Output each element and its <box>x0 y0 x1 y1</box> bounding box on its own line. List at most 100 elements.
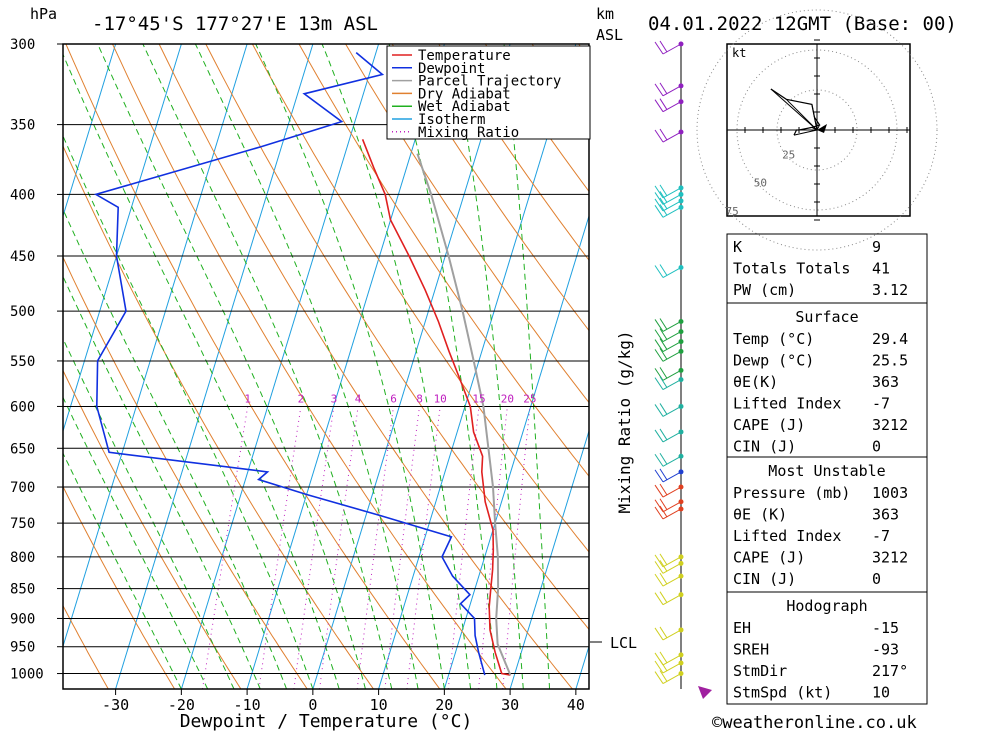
wind-barb-flag <box>659 498 668 511</box>
wind-barb-flag <box>654 205 664 218</box>
wind-barb-shaft <box>662 267 682 278</box>
dry-adiabat-line <box>158 44 573 689</box>
index-value: 1003 <box>872 484 908 502</box>
pressure-tick-label: 850 <box>10 582 35 598</box>
index-label: Pressure (mb) <box>733 484 850 502</box>
pressure-tick-label: 400 <box>10 187 35 203</box>
wind-barb-flag <box>654 198 664 212</box>
wind-barb-shaft <box>662 406 682 417</box>
wind-barb <box>654 670 682 684</box>
index-label: CIN (J) <box>733 438 796 456</box>
wind-barb-flag <box>654 339 664 352</box>
wind-barb-flag <box>659 197 668 210</box>
index-label: θE (K) <box>733 506 787 524</box>
pressure-tick-label: 650 <box>10 441 35 457</box>
wind-barb-flag <box>659 98 668 110</box>
wind-barb <box>654 204 682 218</box>
pressure-tick-label: 1000 <box>10 667 44 683</box>
wind-barb-flag <box>659 204 668 216</box>
location-title: -17°45'S 177°27'E 13m ASL <box>92 13 378 35</box>
mixing-ratio-label: 2 <box>298 392 305 405</box>
index-label: EH <box>733 619 751 637</box>
wind-barb <box>654 572 682 587</box>
wind-barb <box>654 498 682 513</box>
hpa-label: hPa <box>30 5 57 23</box>
mixing-ratio-label: 1 <box>244 392 251 405</box>
dry-adiabat-line <box>63 604 109 689</box>
temperature-tick-label: 30 <box>501 696 519 714</box>
hodograph: kt 25 50 75 <box>696 9 938 251</box>
wind-barb <box>654 453 682 467</box>
wind-barb-flag <box>659 553 668 566</box>
wet-adiabat-line <box>97 44 366 689</box>
indices-table: K 9 Totals Totals 41 PW (cm) 3.12 Surface Temp … <box>726 233 928 705</box>
wind-barb-flag <box>654 429 664 443</box>
wind-barb-flag <box>654 561 664 574</box>
wet-adiabat-line <box>63 275 261 689</box>
mixing-ratio-label: 4 <box>355 392 362 405</box>
hodograph-ring-label: 75 <box>725 205 738 218</box>
index-label: SREH <box>733 641 769 659</box>
dry-adiabat-line <box>298 44 589 478</box>
index-label: K <box>733 238 742 256</box>
wind-barb <box>654 348 682 362</box>
pressure-tick-label: 700 <box>10 480 35 496</box>
wind-barb-flag <box>659 659 668 672</box>
wind-barb-flag <box>654 83 664 97</box>
index-value: 3212 <box>872 416 908 434</box>
temperature-tick-label: -20 <box>168 696 195 714</box>
section-title: Surface <box>795 308 858 326</box>
wind-barb-flag <box>659 468 668 481</box>
pressure-axis: 300 350 400 450 500 550 600 650 700 750 800 850 900 9… <box>10 37 63 683</box>
index-value: -93 <box>872 641 899 659</box>
temperature-tick-label: 0 <box>308 696 317 714</box>
wind-barb-flag <box>654 319 664 332</box>
wind-barb-flag <box>659 376 668 388</box>
skewt-diagram: 1 2 3 4 6 8 10 15 20 25 3003504004505005506006507… <box>10 37 634 732</box>
pressure-tick-label: 800 <box>10 550 35 566</box>
isotherm-line <box>115 44 314 689</box>
wind-barb-flag <box>654 99 664 112</box>
wind-barb-shaft <box>662 556 682 568</box>
wind-barb-flag <box>654 185 664 199</box>
wind-barb-shaft <box>662 379 682 391</box>
wind-barb <box>654 651 682 666</box>
mixing-ratio-label: 15 <box>472 392 485 405</box>
wind-barb-shaft <box>662 193 682 205</box>
profiles <box>93 51 512 676</box>
index-value: 25.5 <box>872 352 908 370</box>
wind-barb <box>654 553 682 568</box>
wind-barb <box>654 318 682 332</box>
wind-barb-flag <box>659 428 668 441</box>
hodograph-trace <box>770 88 821 136</box>
wind-barb-shaft <box>662 501 682 513</box>
wet-adiabat-line <box>255 44 445 689</box>
wind-barb-flag <box>659 483 668 496</box>
dry-adiabat-line <box>63 256 308 689</box>
legend-label: Dewpoint <box>418 61 485 77</box>
section-title: Hodograph <box>786 597 867 615</box>
dry-adiabat-line <box>112 44 507 689</box>
wind-barb-flag <box>654 499 664 513</box>
index-label: StmDir <box>733 662 787 680</box>
mixing-ratio-label: 6 <box>390 392 397 405</box>
wet-adiabat-line <box>503 44 550 689</box>
index-value: 29.4 <box>872 330 908 348</box>
index-label: θE(K) <box>733 373 778 391</box>
index-value: 41 <box>872 260 890 278</box>
wind-barb-shaft <box>662 187 682 199</box>
copyright[interactable]: ©weatheronline.co.uk <box>712 713 917 733</box>
section-title: Most Unstable <box>768 462 885 480</box>
wet-adiabat-line <box>63 452 182 689</box>
wind-barb-flag <box>654 453 664 467</box>
wind-barb-flag <box>654 404 664 417</box>
x-axis-title: Dewpoint / Temperature (°C) <box>180 711 473 732</box>
wind-barb-shaft <box>662 200 682 212</box>
pressure-tick-label: 450 <box>10 249 35 265</box>
wind-barb-flag <box>659 505 668 518</box>
wind-barb-shaft <box>662 131 682 143</box>
pressure-tick-label: 300 <box>10 37 35 53</box>
mixing-ratio-line <box>406 406 441 689</box>
pressure-tick-label: 500 <box>10 304 35 320</box>
